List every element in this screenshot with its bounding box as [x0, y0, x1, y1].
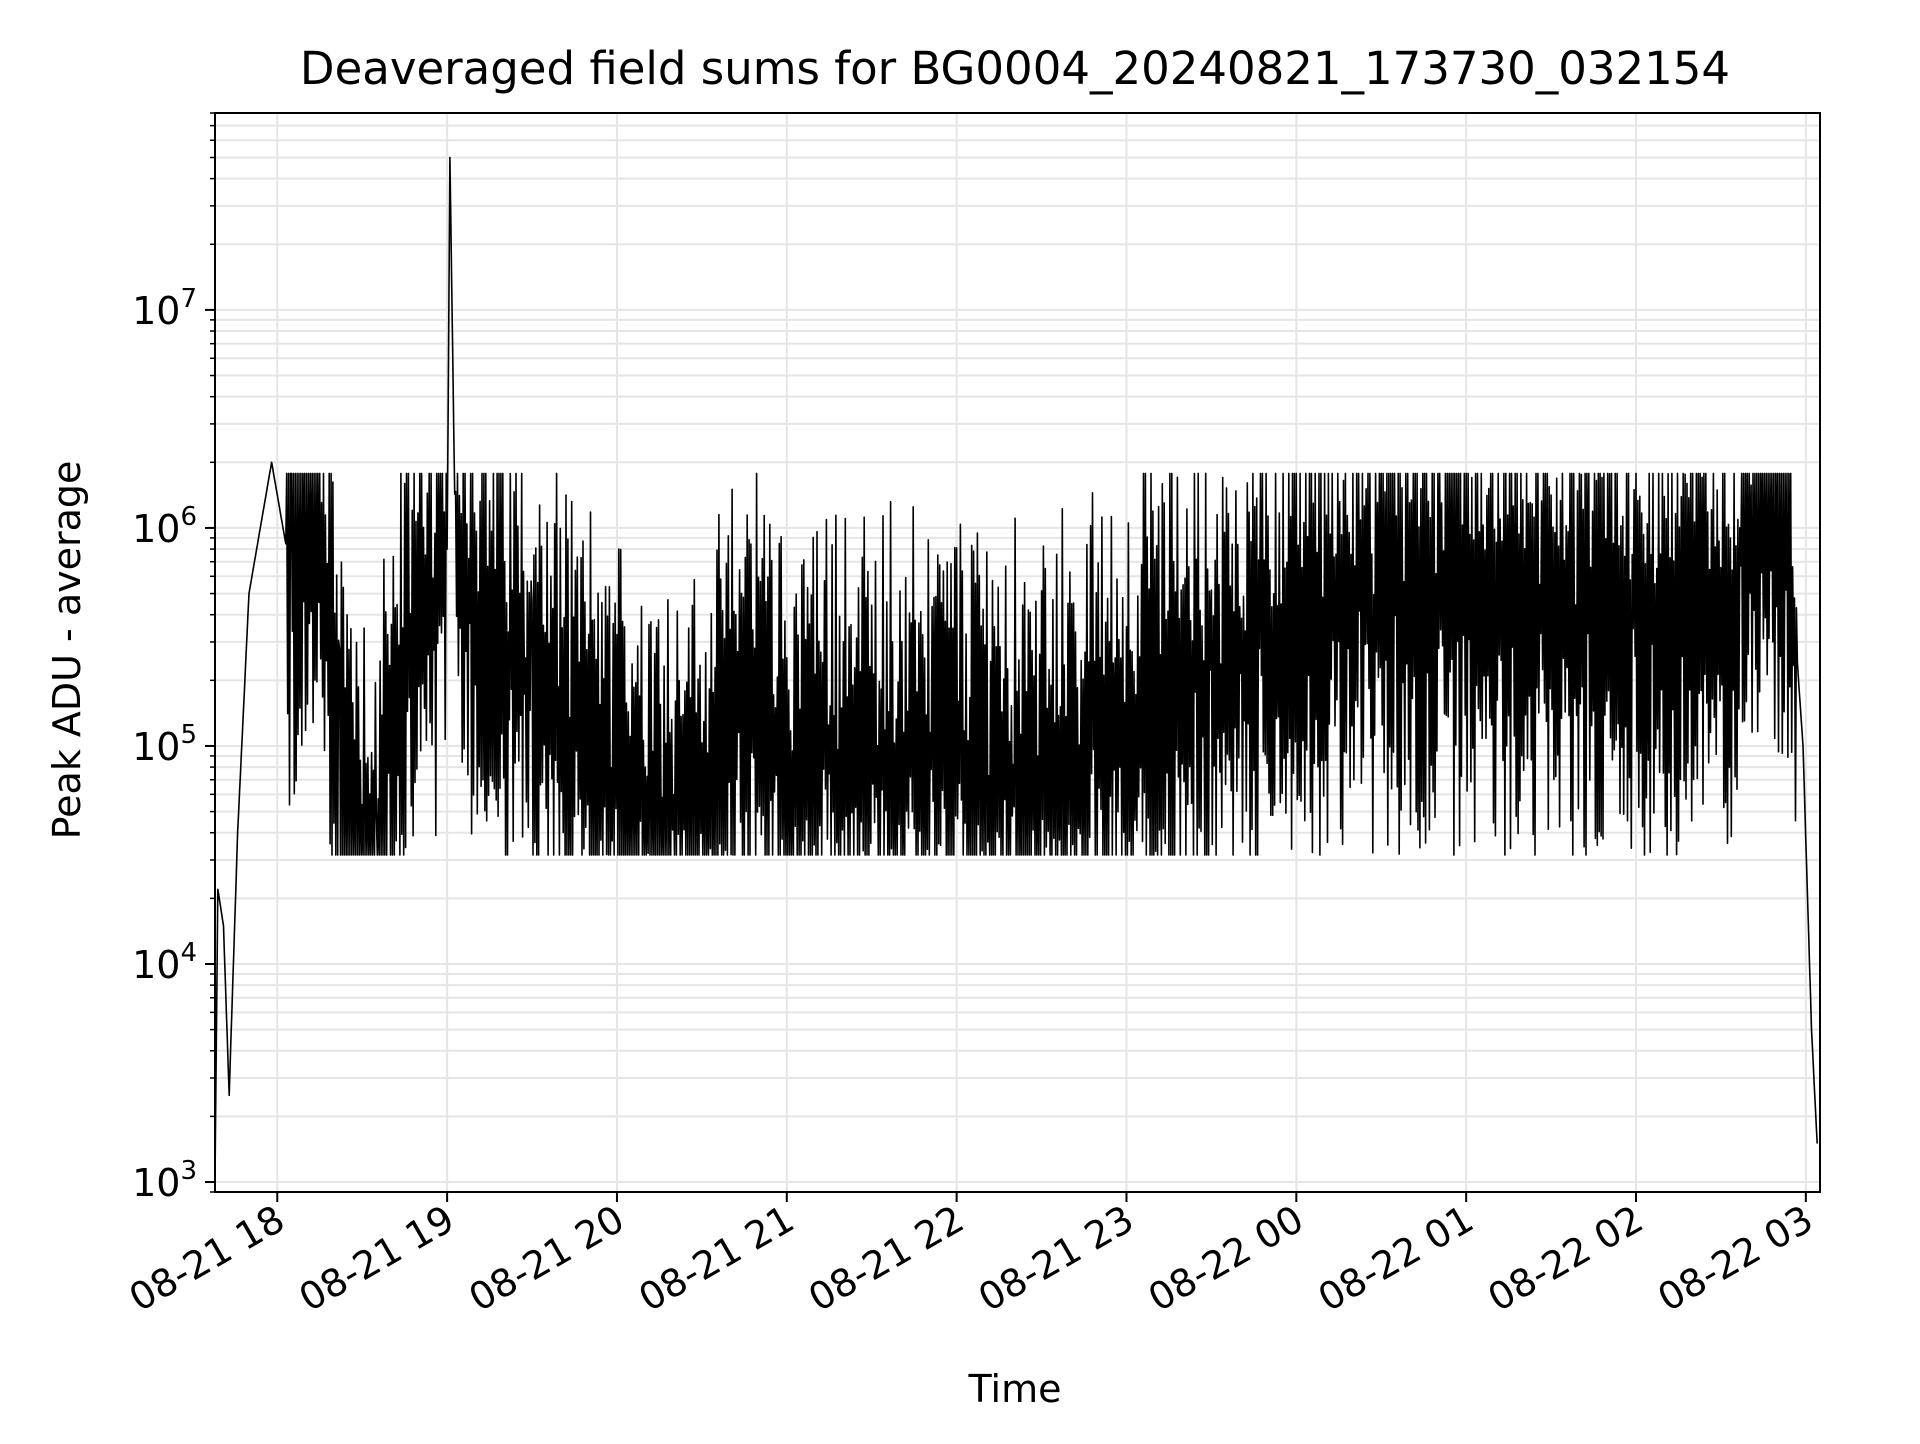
x-tick-label: 08-22 03: [1650, 1197, 1820, 1321]
x-tick-label: 08-21 18: [122, 1197, 292, 1321]
y-axis-label: Peak ADU - average: [45, 461, 89, 840]
chart-title: Deaveraged field sums for BG0004_2024082…: [300, 42, 1730, 95]
y-tick-label-base: 10: [132, 943, 180, 987]
y-tick-label: 107: [132, 284, 197, 333]
y-tick-label-exponent: 3: [180, 1156, 197, 1186]
x-tick-label: 08-21 21: [631, 1197, 801, 1321]
y-tick-label-base: 10: [132, 1161, 180, 1205]
y-tick-label-exponent: 5: [180, 720, 197, 750]
x-tick-label: 08-22 01: [1311, 1197, 1481, 1321]
y-tick-label-exponent: 4: [180, 938, 197, 968]
y-tick-label-exponent: 6: [180, 502, 197, 532]
x-axis-label: Time: [968, 1367, 1062, 1411]
y-tick-label: 104: [132, 938, 197, 987]
y-tick-label-base: 10: [132, 725, 180, 769]
x-tick-label: 08-21 22: [801, 1197, 971, 1321]
x-tick-label: 08-21 23: [971, 1197, 1141, 1321]
x-tick-label: 08-21 20: [461, 1197, 631, 1321]
y-tick-label-base: 10: [132, 289, 180, 333]
y-tick-label-exponent: 7: [180, 284, 197, 314]
y-tick-label-base: 10: [132, 507, 180, 551]
series-layer: [214, 156, 1818, 1183]
x-tick-label: 08-22 00: [1141, 1197, 1311, 1321]
y-tick-label: 105: [132, 720, 197, 769]
x-tick-label: 08-22 02: [1481, 1197, 1651, 1321]
y-tick-label: 106: [132, 502, 197, 551]
series-line: [214, 156, 1818, 1183]
y-tick-label: 103: [132, 1156, 197, 1205]
plot-frame: [214, 112, 1821, 1193]
x-tick-label: 08-21 19: [292, 1197, 462, 1321]
x-axis: 08-21 18 08-21 19 08-21 20 08-21 21 08-21 22…: [122, 1192, 1820, 1321]
